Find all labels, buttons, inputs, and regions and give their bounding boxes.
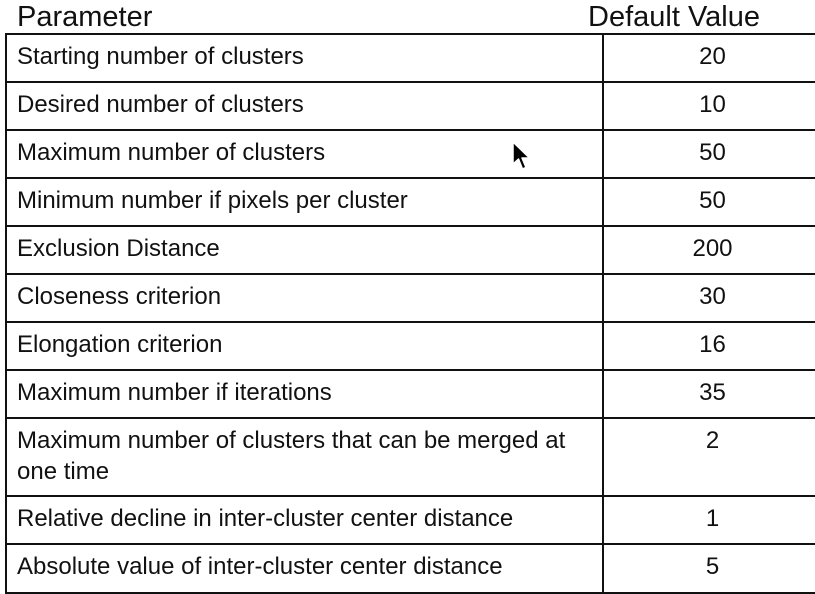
table-row: Elongation criterion 16 xyxy=(5,321,815,371)
default-value: 50 xyxy=(602,129,815,179)
parameter-name: Maximum number if iterations xyxy=(5,369,604,419)
default-value: 2 xyxy=(602,417,815,497)
table-row: Closeness criterion 30 xyxy=(5,273,815,323)
default-value: 1 xyxy=(602,495,815,545)
table-row: Minimum number if pixels per cluster 50 xyxy=(5,177,815,227)
default-value: 35 xyxy=(602,369,815,419)
table-row: Maximum number of clusters that can be m… xyxy=(5,417,815,497)
parameter-column-header: Parameter xyxy=(17,1,153,33)
default-value: 50 xyxy=(602,177,815,227)
parameter-name: Maximum number of clusters that can be m… xyxy=(5,417,604,497)
table-row: Maximum number if iterations 35 xyxy=(5,369,815,419)
default-value: 20 xyxy=(602,33,815,83)
parameter-name: Closeness criterion xyxy=(5,273,604,323)
table-header: Parameter Default Value xyxy=(0,0,815,34)
parameter-name: Starting number of clusters xyxy=(5,33,604,83)
parameter-name: Absolute value of inter-cluster center d… xyxy=(5,543,604,594)
mouse-pointer-icon xyxy=(512,141,531,170)
parameter-name: Desired number of clusters xyxy=(5,81,604,131)
parameter-name: Exclusion Distance xyxy=(5,225,604,275)
table-row: Maximum number of clusters 50 xyxy=(5,129,815,179)
default-value: 30 xyxy=(602,273,815,323)
parameters-table: Starting number of clusters 20 Desired n… xyxy=(5,33,815,594)
parameter-name: Relative decline in inter-cluster center… xyxy=(5,495,604,545)
parameter-name: Elongation criterion xyxy=(5,321,604,371)
parameter-name: Minimum number if pixels per cluster xyxy=(5,177,604,227)
default-value: 200 xyxy=(602,225,815,275)
parameter-name: Maximum number of clusters xyxy=(5,129,604,179)
default-value: 16 xyxy=(602,321,815,371)
table-row: Starting number of clusters 20 xyxy=(5,33,815,83)
table-row: Relative decline in inter-cluster center… xyxy=(5,495,815,545)
table-row: Absolute value of inter-cluster center d… xyxy=(5,543,815,594)
table-row: Desired number of clusters 10 xyxy=(5,81,815,131)
default-value: 10 xyxy=(602,81,815,131)
table-row: Exclusion Distance 200 xyxy=(5,225,815,275)
default-value: 5 xyxy=(602,543,815,594)
default-value-column-header: Default Value xyxy=(588,1,760,33)
